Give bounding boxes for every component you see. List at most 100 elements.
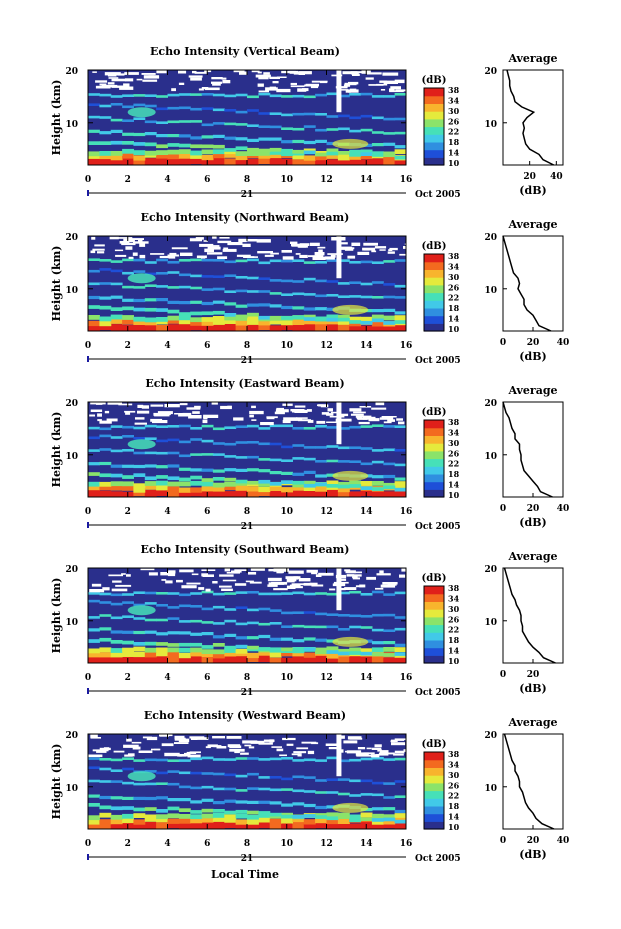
heatmap-cell [337,759,350,763]
heatmap-cell [167,318,180,324]
heatmap-gap [343,740,358,744]
heatmap-cell [110,151,123,156]
heatmap-cell [292,457,305,460]
heatmap-gap [251,70,260,73]
heatmap-cell [258,758,271,761]
colorbar-segment [424,639,444,649]
heatmap-cell [383,807,396,811]
heatmap-gap [345,750,353,753]
heatmap-gap [156,70,167,74]
x-tick-label: 14 [360,341,373,351]
heatmap-cell [201,772,214,775]
y-tick-label: 20 [65,731,78,741]
heatmap-cell [315,139,327,143]
heatmap-gap [263,72,270,75]
heatmap-cell [235,591,248,594]
heatmap-gap [207,744,218,748]
heatmap-cell [178,759,191,762]
heatmap-cell [99,434,112,438]
heatmap-gap [293,751,307,754]
heatmap-cell [212,300,225,304]
heatmap-cell [224,648,237,653]
heatmap-cell [360,615,373,618]
heatmap-cell [394,489,407,497]
heatmap-gap [114,249,124,252]
heatmap-cell [349,818,362,822]
colorbar-segment [424,450,444,460]
heatmap-cell [383,817,396,822]
heatmap-cell [315,638,327,642]
heatmap-cell [269,485,282,491]
colorbar-tick-label: 26 [448,282,460,292]
heatmap-gap [106,418,118,422]
heatmap-cell [258,261,271,265]
heatmap-gap [121,242,136,246]
heatmap-cell [303,323,316,331]
heatmap-gap [282,737,296,741]
heatmap-cell [144,437,157,440]
heatmap-cell [258,820,271,829]
heatmap-cell [326,592,339,596]
heatmap-gap [376,573,391,576]
colorbar-tick-label: 18 [448,137,460,147]
heatmap-gap [366,747,372,750]
colorbar-unit: (dB) [422,241,447,252]
heatmap-cell [360,481,373,486]
heatmap-gap [291,583,305,586]
colorbar-segment [424,103,444,112]
heatmap-cell [201,607,214,611]
heatmap-cell [303,307,316,311]
heatmap-cell [224,787,237,791]
heatmap-cell [258,315,271,320]
heatmap-gap [161,579,167,581]
heatmap-cell [190,487,203,493]
heatmap-cell [122,630,134,634]
heatmap-gap [192,70,197,74]
heatmap-cell [122,285,134,289]
heatmap-gap [194,71,207,74]
heatmap-gap [169,252,177,255]
heatmap-cell [201,107,214,110]
heatmap-feature [332,802,369,813]
heatmap-cell [201,439,214,443]
heatmap-gap [138,750,153,753]
heatmap-cell [178,467,191,471]
heatmap-gap [276,407,284,412]
heatmap-cell [360,593,373,596]
heatmap-gap [139,254,146,259]
heatmap-gap [92,71,97,73]
heatmap-cell [190,93,203,96]
heatmap-cell [88,93,100,96]
heatmap-gap [359,406,372,408]
heatmap-gap [196,255,207,259]
heatmap-cell [326,148,339,154]
heatmap-cell [99,141,112,145]
heatmap-cell [371,143,384,147]
heatmap-gap [293,576,299,580]
heatmap-gap [285,576,301,580]
heatmap-cell [122,315,134,320]
heatmap-cell [156,796,168,800]
heatmap-cell [110,95,123,98]
heatmap-gap [337,89,349,91]
heatmap-cell [212,649,225,655]
heatmap-gap [220,405,232,410]
heatmap-gap [264,254,274,257]
x-tick-label: 4 [164,507,170,517]
heatmap-cell [269,609,282,612]
heatmap-gap [274,411,285,415]
colorbar-frame [423,87,445,166]
colorbar-tick-label: 38 [448,749,460,759]
heatmap-cell [383,629,396,632]
colorbar-tick-label: 22 [448,293,459,303]
heatmap-cell [315,474,327,478]
heatmap-cell [224,313,237,317]
heatmap-cell [269,279,282,282]
heatmap-cell [337,481,350,487]
heatmap-gap [286,579,295,583]
heatmap-cell [292,815,305,819]
heatmap-cell [235,110,248,114]
heatmap-gap [380,584,396,588]
heatmap-cell [394,93,407,96]
